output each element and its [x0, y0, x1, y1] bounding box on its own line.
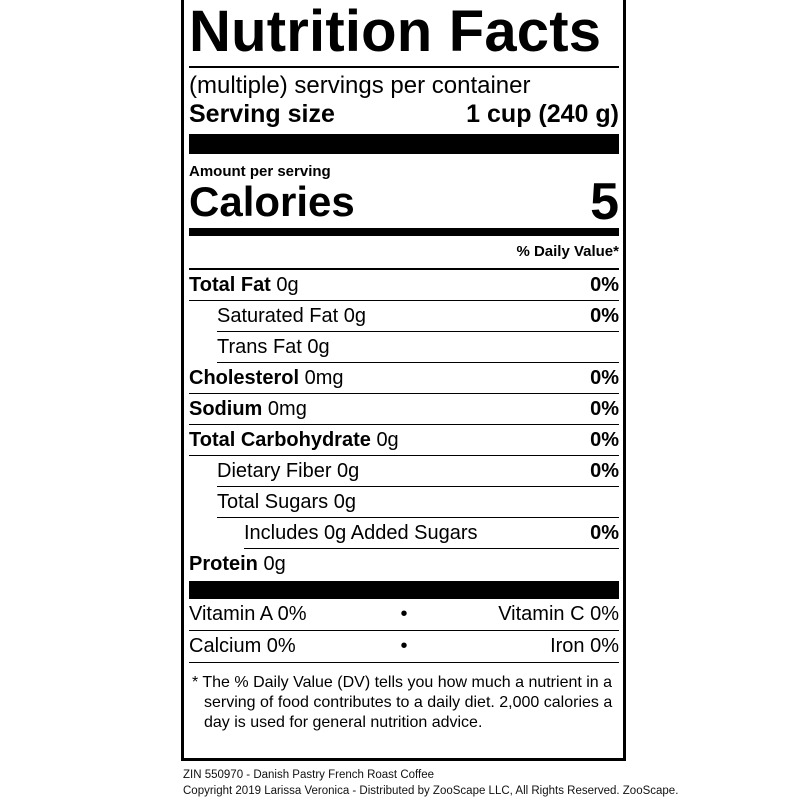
amount-per-serving: Amount per serving [189, 163, 331, 180]
credits: ZIN 550970 - Danish Pastry French Roast … [183, 767, 678, 799]
nutrient-row-cholesterol: Cholesterol 0mg 0% [189, 363, 619, 394]
nutrition-facts-label: Nutrition Facts (multiple) servings per … [181, 0, 626, 761]
mineral-row: Calcium 0% • Iron 0% [189, 631, 619, 663]
serving-size-label: Serving size [189, 100, 335, 128]
daily-value-header: % Daily Value* [189, 236, 619, 270]
product-line: ZIN 550970 - Danish Pastry French Roast … [183, 769, 434, 781]
nutrient-row-sodium: Sodium 0mg 0% [189, 394, 619, 425]
nutrient-row-protein: Protein 0g [189, 553, 286, 575]
calories-row: Calories 5 [189, 173, 619, 231]
nutrient-row-total-fat: Total Fat 0g 0% [189, 270, 619, 301]
calories-label: Calories [189, 178, 355, 225]
nutrient-row-trans-fat: Trans Fat 0g [217, 332, 619, 363]
label-title: Nutrition Facts [189, 0, 619, 68]
vitamin-row: Vitamin A 0% • Vitamin C 0% [189, 599, 619, 631]
nutrient-row-dietary-fiber: Dietary Fiber 0g 0% [217, 456, 619, 487]
nutrient-row-total-carbohydrate: Total Carbohydrate 0g 0% [189, 425, 619, 456]
divider-thick [189, 581, 619, 599]
servings-per-container: (multiple) servings per container [189, 72, 531, 99]
serving-size: Serving size 1 cup (240 g) [189, 100, 619, 128]
nutrient-row-saturated-fat: Saturated Fat 0g 0% [217, 301, 619, 332]
divider-thick [189, 134, 619, 154]
footnote: * The % Daily Value (DV) tells you how m… [192, 674, 613, 731]
calories-value: 5 [590, 173, 619, 231]
divider-medium [189, 228, 619, 236]
serving-size-value: 1 cup (240 g) [466, 100, 619, 128]
nutrient-row-added-sugars: Includes 0g Added Sugars 0% [244, 518, 619, 549]
nutrient-row-total-sugars: Total Sugars 0g [217, 487, 619, 518]
copyright-line: Copyright 2019 Larissa Veronica - Distri… [183, 785, 679, 797]
